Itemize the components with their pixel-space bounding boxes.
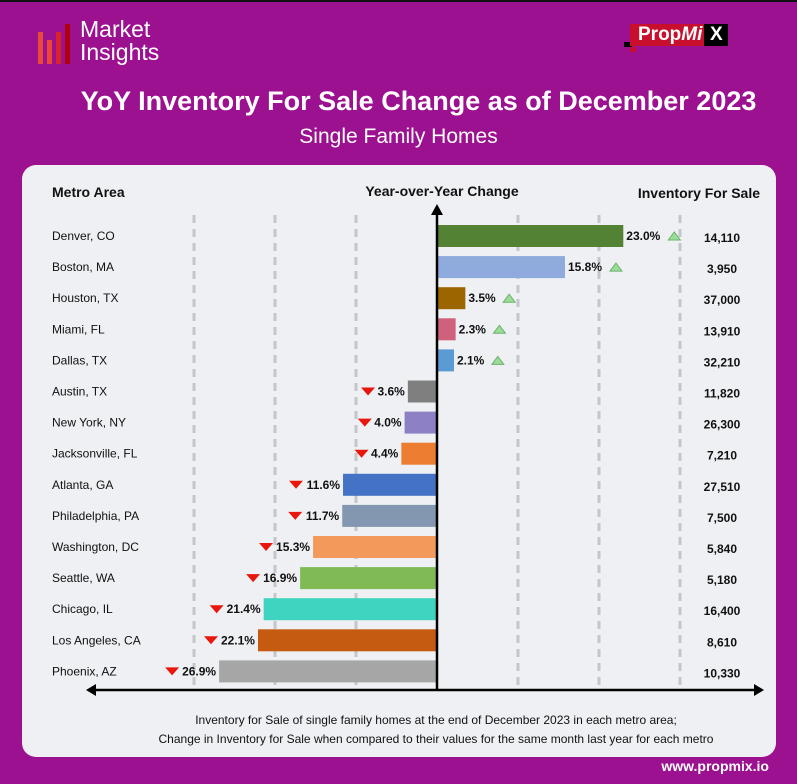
metro-label: Los Angeles, CA <box>52 633 141 647</box>
down-arrow-icon <box>259 543 274 551</box>
down-arrow-icon <box>357 418 372 427</box>
bar-chart-icon <box>38 22 70 64</box>
down-arrow-icon <box>289 480 304 489</box>
inventory-value: 37,000 <box>704 293 741 307</box>
bar <box>219 660 437 683</box>
inventory-value: 3,950 <box>707 262 737 276</box>
down-arrow-icon <box>165 667 180 676</box>
inventory-value: 5,840 <box>707 542 737 556</box>
value-label: 23.0% <box>626 229 660 243</box>
inventory-value: 26,300 <box>704 418 741 432</box>
down-arrow-icon <box>288 511 303 520</box>
inventory-value: 32,210 <box>704 355 741 369</box>
bar <box>263 598 437 621</box>
bar <box>343 473 437 496</box>
bar <box>313 536 437 558</box>
chart-note: Inventory for Sale of single family home… <box>195 713 677 727</box>
metro-label: Miami, FL <box>52 322 105 336</box>
chart-subtitle: Single Family Homes <box>299 125 498 148</box>
metro-label: Chicago, IL <box>52 602 113 616</box>
metro-label: Philadelphia, PA <box>52 509 139 523</box>
inventory-value: 14,110 <box>704 231 740 245</box>
bar <box>437 225 624 247</box>
axis-arrow-up-icon <box>431 204 443 215</box>
up-arrow-icon <box>608 262 623 272</box>
value-label: 15.3% <box>276 540 310 554</box>
metro-label: Denver, CO <box>52 229 115 243</box>
bar <box>404 411 437 434</box>
inventory-value: 7,210 <box>707 449 737 463</box>
metro-label: Austin, TX <box>52 385 107 399</box>
bar <box>437 318 456 341</box>
bar <box>437 349 455 372</box>
value-label: 2.3% <box>459 322 487 336</box>
top-border <box>0 0 797 2</box>
axis-arrow-right-icon <box>754 684 764 696</box>
down-arrow-icon <box>246 574 261 583</box>
value-label: 2.1% <box>457 353 485 367</box>
inventory-value: 16,400 <box>704 604 741 618</box>
bar <box>300 567 437 590</box>
down-arrow-icon <box>203 636 218 645</box>
metro-label: New York, NY <box>52 416 126 430</box>
market-insights-logo: Market Insights <box>38 18 159 64</box>
brand-decoration <box>630 47 636 52</box>
metro-label: Washington, DC <box>52 540 139 554</box>
value-label: 11.7% <box>306 509 340 523</box>
metro-label: Phoenix, AZ <box>52 664 117 678</box>
inventory-value: 7,500 <box>707 511 737 525</box>
up-arrow-icon <box>492 324 507 334</box>
value-label: 4.0% <box>374 416 402 430</box>
metro-header: Metro Area <box>52 184 125 200</box>
brand-decoration <box>624 42 632 47</box>
up-arrow-icon <box>490 355 505 365</box>
value-label: 16.9% <box>263 571 297 585</box>
chart-note: Change in Inventory for Sale when compar… <box>159 732 714 746</box>
bar <box>257 629 437 652</box>
change-header: Year-over-Year Change <box>365 183 519 199</box>
inventory-value: 5,180 <box>707 573 737 587</box>
bar <box>342 504 437 527</box>
metro-label: Jacksonville, FL <box>52 447 138 461</box>
value-label: 3.5% <box>468 291 496 305</box>
chart-title: YoY Inventory For Sale Change as of Dece… <box>80 86 757 116</box>
metro-label: Boston, MA <box>52 260 114 274</box>
propmix-logo: PropMi X <box>630 24 729 46</box>
down-arrow-icon <box>209 605 224 614</box>
inventory-value: 10,330 <box>704 666 741 680</box>
metro-label: Atlanta, GA <box>52 478 113 492</box>
bar <box>401 442 437 465</box>
value-label: 15.8% <box>568 260 602 274</box>
up-arrow-icon <box>667 231 682 241</box>
up-arrow-icon <box>502 293 517 303</box>
down-arrow-icon <box>361 387 376 396</box>
inventory-value: 11,820 <box>704 387 740 401</box>
bar <box>437 256 565 279</box>
inventory-value: 13,910 <box>704 324 741 338</box>
inventory-header: Inventory For Sale <box>638 185 760 201</box>
value-label: 21.4% <box>227 602 261 616</box>
inventory-value: 27,510 <box>704 480 741 494</box>
bar <box>437 287 466 310</box>
logo-line2: Insights <box>80 39 160 65</box>
down-arrow-icon <box>354 449 369 458</box>
value-label: 22.1% <box>221 633 255 647</box>
metro-label: Seattle, WA <box>52 571 115 585</box>
metro-label: Dallas, TX <box>52 353 107 367</box>
metro-label: Houston, TX <box>52 291 118 305</box>
value-label: 3.6% <box>377 385 405 399</box>
value-label: 4.4% <box>371 447 399 461</box>
inventory-value: 8,610 <box>707 635 737 649</box>
logo-line1: Market <box>80 16 151 42</box>
chart-card <box>22 165 776 757</box>
value-label: 26.9% <box>182 664 216 678</box>
website-link[interactable]: www.propmix.io <box>661 758 769 774</box>
axis-arrow-left-icon <box>86 684 96 696</box>
value-label: 11.6% <box>307 478 341 492</box>
bar <box>407 380 437 403</box>
